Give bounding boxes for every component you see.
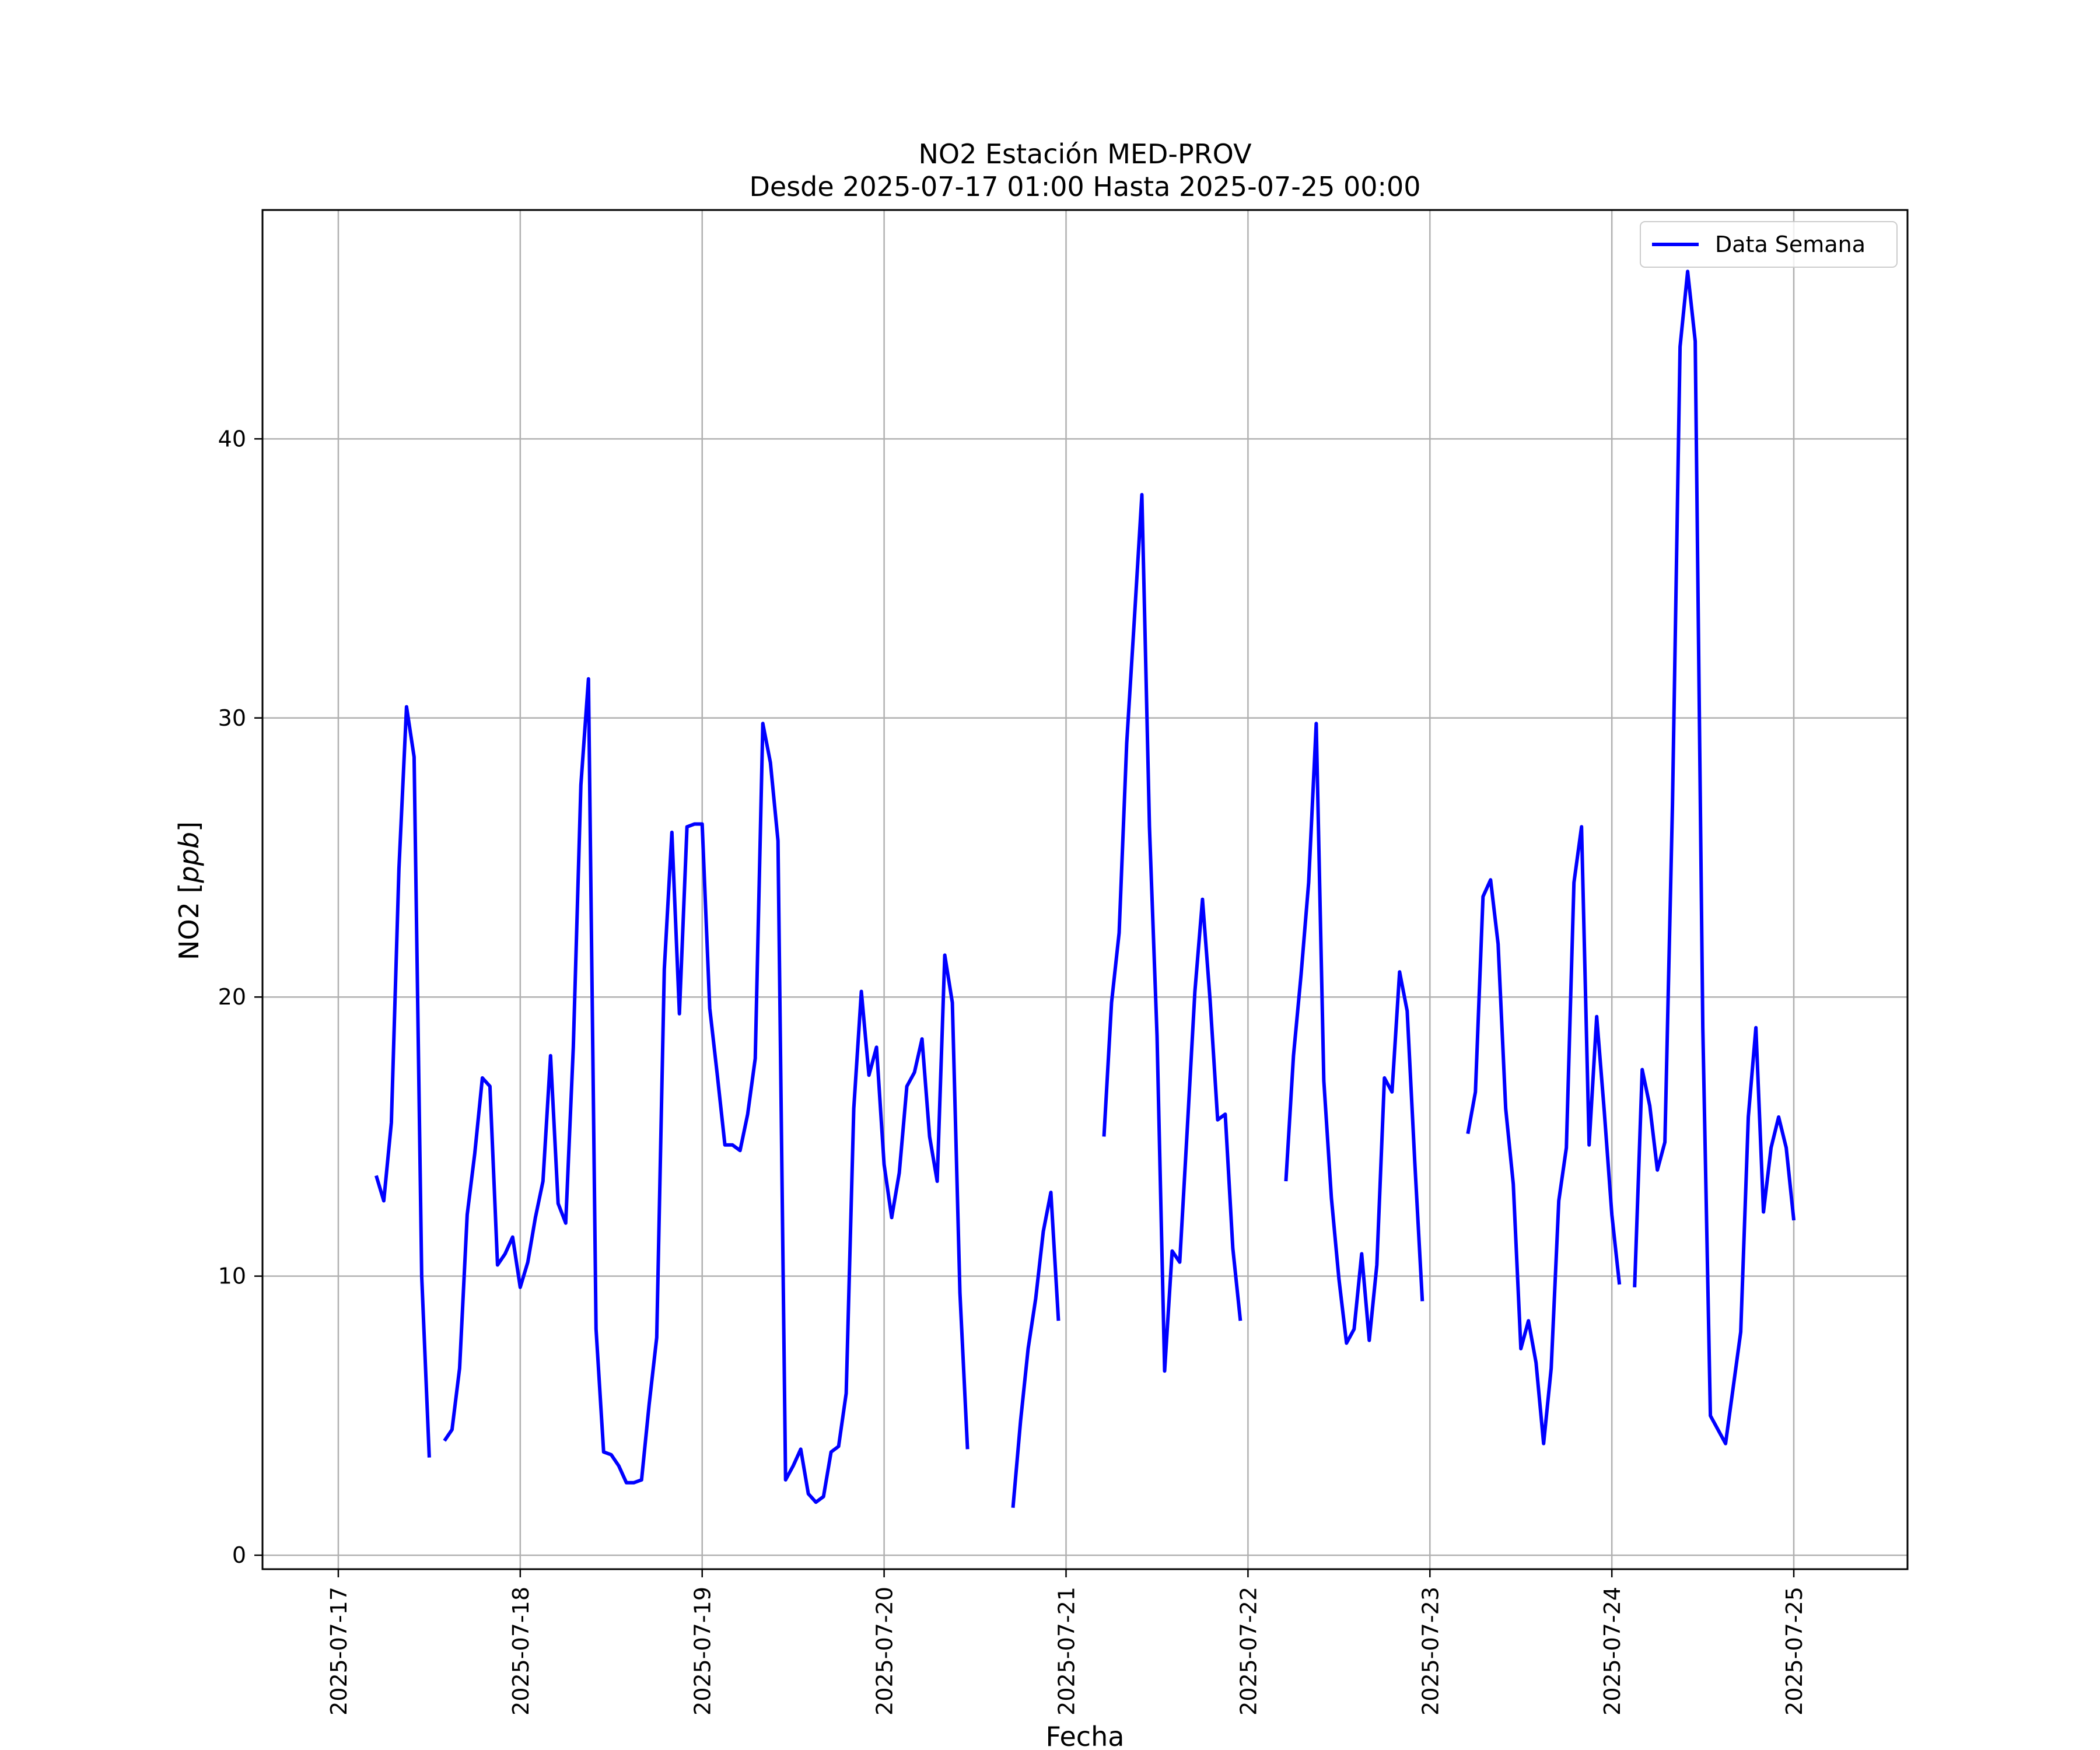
x-tick-label: 2025-07-17 <box>326 1587 352 1716</box>
chart-title: NO2 Estación MED-PROV <box>918 138 1252 170</box>
series-line-segment <box>443 677 970 1504</box>
y-tick-label: 40 <box>218 426 246 452</box>
series-line-segment <box>1284 722 1424 1345</box>
y-axis-label: NO2 [ppb] <box>173 821 205 960</box>
x-tick-label: 2025-07-22 <box>1236 1587 1261 1716</box>
x-axis-label: Fecha <box>1046 1721 1125 1750</box>
y-axis-label-unit: ppb <box>173 832 205 884</box>
y-axis-label-close: ] <box>173 821 205 832</box>
y-tick-label: 30 <box>218 705 246 731</box>
series-line-segment <box>1102 493 1242 1373</box>
series-line-segment <box>1466 825 1622 1446</box>
x-tick-label: 2025-07-20 <box>872 1587 898 1716</box>
y-tick-label: 0 <box>232 1542 246 1568</box>
x-tick-label: 2025-07-23 <box>1418 1587 1443 1716</box>
series-line-segment <box>1011 1191 1060 1508</box>
x-tick-label: 2025-07-19 <box>690 1587 716 1716</box>
legend-box <box>1640 221 1898 268</box>
y-tick-label: 20 <box>218 984 246 1010</box>
y-tick-label: 10 <box>218 1264 246 1289</box>
plot-frame <box>261 209 1909 1570</box>
x-tick-label: 2025-07-18 <box>508 1587 534 1716</box>
legend: Data Semana <box>1640 221 1898 268</box>
axis-ticks: 2025-07-17 2025-07-18 2025-07-19 2025-07-20… <box>218 426 1807 1716</box>
series-line-segment <box>374 705 431 1458</box>
x-tick-label: 2025-07-24 <box>1600 1587 1625 1716</box>
series-lines <box>374 270 1796 1508</box>
legend-label: Data Semana <box>1715 232 1866 257</box>
x-tick-label: 2025-07-21 <box>1054 1587 1080 1716</box>
y-axis-label-main: NO2 [ <box>173 883 205 960</box>
chart-subtitle: Desde 2025-07-17 01:00 Hasta 2025-07-25 … <box>749 171 1420 202</box>
series-line-segment <box>1633 270 1796 1446</box>
x-tick-label: 2025-07-25 <box>1782 1587 1807 1716</box>
